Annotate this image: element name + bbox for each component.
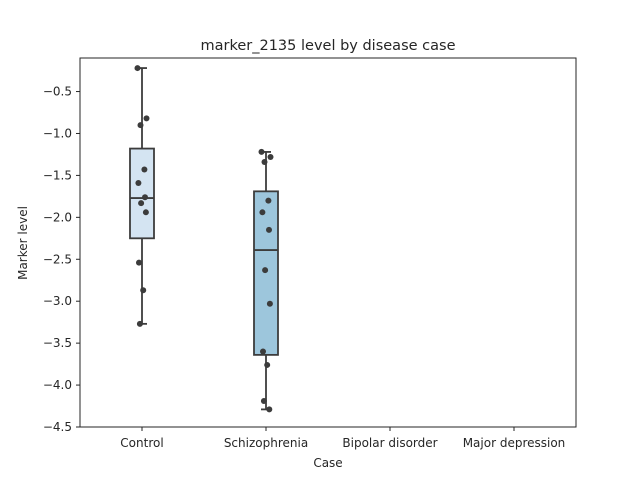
data-point [142,209,149,216]
y-tick-label: −4.0 [43,378,72,392]
y-tick-label: −2.0 [43,210,72,224]
iqr-box [253,190,279,356]
x-tick-label: Bipolar disorder [342,436,437,450]
data-point [261,158,268,165]
data-point [142,194,148,201]
plot-frame [79,57,577,428]
y-tick-label: −1.5 [43,168,72,182]
data-point [134,65,141,72]
x-tick-label: Control [120,436,163,450]
data-point [140,287,147,294]
data-point [266,300,273,307]
box-control [129,65,155,327]
data-point [264,361,271,368]
data-point [262,267,269,274]
data-point [260,398,267,405]
data-point [143,115,150,122]
x-tick-label: Major depression [463,436,566,450]
data-point [138,200,145,207]
y-tick-label: −0.5 [43,85,72,99]
box-schizophrenia [253,148,279,413]
chart-title: marker_2135 level by disease case [201,38,456,54]
data-point [266,226,272,233]
x-axis: Control Schizophrenia Bipolar disorder Majo… [120,427,565,450]
y-tick-label: −1.0 [43,126,72,140]
data-point [137,122,144,129]
x-tick-label: Schizophrenia [224,436,308,450]
y-tick-label: −2.5 [43,252,72,266]
data-point [135,179,142,186]
x-axis-label: Case [313,456,342,470]
data-point [136,320,143,327]
y-axis-label: Marker level [16,206,30,280]
data-point [265,197,272,204]
y-tick-label: −4.5 [43,420,72,434]
data-point [258,148,265,155]
iqr-box [129,147,155,240]
y-tick-label: −3.5 [43,336,72,350]
data-point [266,406,273,413]
data-point [259,209,266,216]
data-point [141,166,148,173]
y-axis: −0.5 −1.0 −1.5 −2.0 −2.5 −3.0 −3.5 −4.0 −4.5 [43,85,80,434]
data-point [260,348,266,355]
data-point [267,153,274,160]
y-tick-label: −3.0 [43,294,72,308]
data-point [136,259,142,266]
